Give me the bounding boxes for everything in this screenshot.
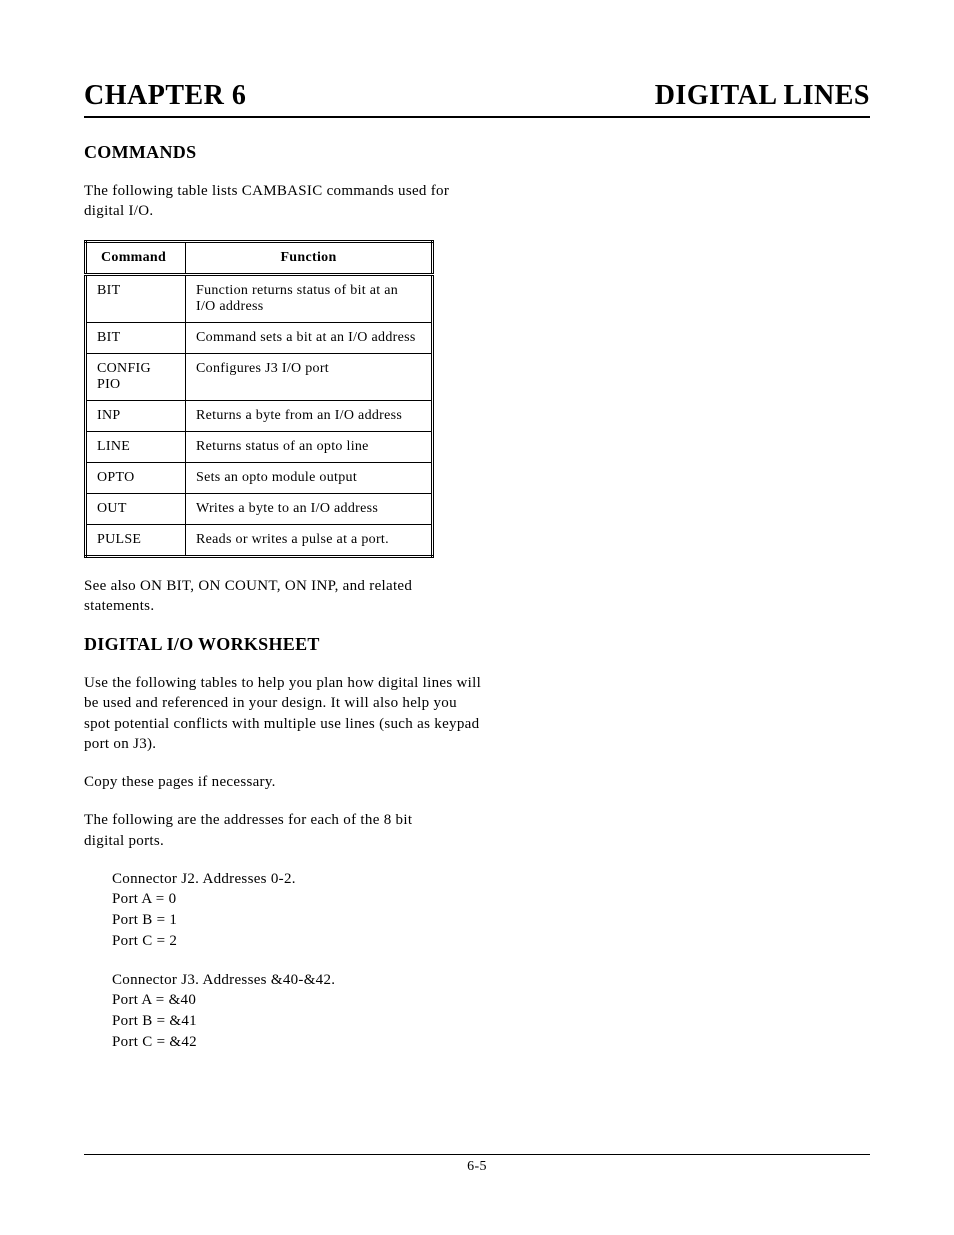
col-command: Command xyxy=(86,241,186,274)
func-cell: Returns status of an opto line xyxy=(186,431,433,462)
commands-heading: COMMANDS xyxy=(84,142,870,163)
address-block: Connector J2. Addresses 0-2. Port A = 0 … xyxy=(112,869,870,1053)
connector-j3: Connector J3. Addresses &40-&42. Port A … xyxy=(112,970,870,1053)
cmd-cell: INP xyxy=(86,400,186,431)
table-row: INP Returns a byte from an I/O address xyxy=(86,400,433,431)
cmd-cell: BIT xyxy=(86,274,186,322)
page-header: CHAPTER 6 DIGITAL LINES xyxy=(84,80,870,118)
func-cell: Function returns status of bit at an I/O… xyxy=(186,274,433,322)
page-number: 6-5 xyxy=(467,1159,487,1174)
func-cell: Command sets a bit at an I/O address xyxy=(186,322,433,353)
cmd-cell: OPTO xyxy=(86,462,186,493)
commands-intro: The following table lists CAMBASIC comma… xyxy=(84,181,454,222)
commands-table: Command Function BIT Function returns st… xyxy=(84,240,434,558)
j2-port-b: Port B = 1 xyxy=(112,910,870,931)
j2-title: Connector J2. Addresses 0-2. xyxy=(112,869,870,890)
func-cell: Configures J3 I/O port xyxy=(186,353,433,400)
table-row: PULSE Reads or writes a pulse at a port. xyxy=(86,524,433,556)
connector-j2: Connector J2. Addresses 0-2. Port A = 0 … xyxy=(112,869,870,952)
cmd-cell: OUT xyxy=(86,493,186,524)
table-row: OUT Writes a byte to an I/O address xyxy=(86,493,433,524)
cmd-cell: CONFIG PIO xyxy=(86,353,186,400)
cmd-cell: LINE xyxy=(86,431,186,462)
chapter-section-title: DIGITAL LINES xyxy=(655,80,870,112)
table-row: LINE Returns status of an opto line xyxy=(86,431,433,462)
see-also: See also ON BIT, ON COUNT, ON INP, and r… xyxy=(84,576,454,617)
worksheet-p3: The following are the addresses for each… xyxy=(84,810,454,851)
table-row: CONFIG PIO Configures J3 I/O port xyxy=(86,353,433,400)
j3-title: Connector J3. Addresses &40-&42. xyxy=(112,970,870,991)
j3-port-b: Port B = &41 xyxy=(112,1011,870,1032)
table-row: BIT Function returns status of bit at an… xyxy=(86,274,433,322)
col-function: Function xyxy=(186,241,433,274)
func-cell: Returns a byte from an I/O address xyxy=(186,400,433,431)
func-cell: Writes a byte to an I/O address xyxy=(186,493,433,524)
page-footer: 6-5 xyxy=(84,1154,870,1175)
func-cell: Sets an opto module output xyxy=(186,462,433,493)
table-header-row: Command Function xyxy=(86,241,433,274)
table-row: BIT Command sets a bit at an I/O address xyxy=(86,322,433,353)
worksheet-p2: Copy these pages if necessary. xyxy=(84,772,454,792)
chapter-title: CHAPTER 6 xyxy=(84,80,246,112)
j3-port-a: Port A = &40 xyxy=(112,990,870,1011)
cmd-cell: BIT xyxy=(86,322,186,353)
func-cell: Reads or writes a pulse at a port. xyxy=(186,524,433,556)
j2-port-a: Port A = 0 xyxy=(112,889,870,910)
worksheet-heading: DIGITAL I/O WORKSHEET xyxy=(84,634,870,655)
table-row: OPTO Sets an opto module output xyxy=(86,462,433,493)
j3-port-c: Port C = &42 xyxy=(112,1032,870,1053)
j2-port-c: Port C = 2 xyxy=(112,931,870,952)
worksheet-p1: Use the following tables to help you pla… xyxy=(84,673,484,754)
cmd-cell: PULSE xyxy=(86,524,186,556)
